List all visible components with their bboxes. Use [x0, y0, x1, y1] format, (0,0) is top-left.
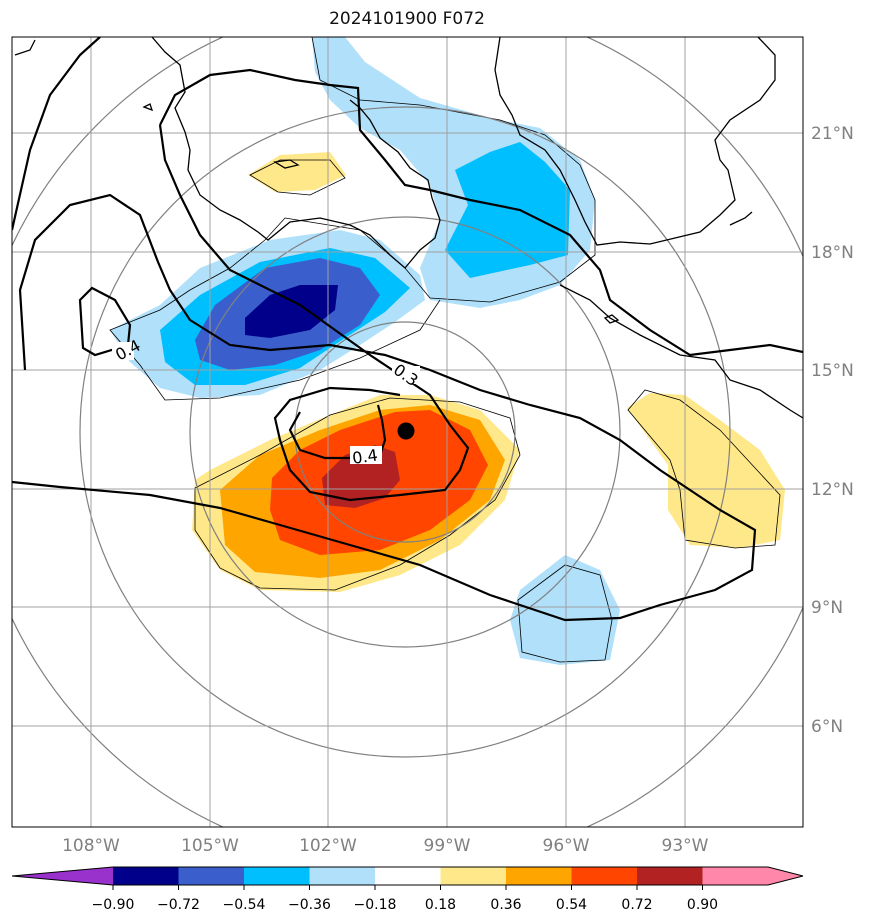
colorbar-ticks — [112, 885, 703, 890]
latitude-labels: 21°N 18°N 15°N 12°N 9°N 6°N — [811, 124, 854, 737]
shaded-field — [110, 37, 785, 665]
longitude-labels: 108°W 105°W 102°W 99°W 96°W 93°W — [62, 836, 709, 856]
lat-label-9n: 9°N — [811, 598, 843, 618]
lon-label-93w: 93°W — [662, 836, 709, 856]
contour-north-loop — [159, 68, 803, 357]
shade-mid-blue-north — [445, 142, 570, 278]
contour-label-bg-1 — [112, 342, 134, 360]
coastlines — [14, 37, 803, 419]
colorbar-segment-8 — [571, 867, 637, 885]
colorbar-segment-2 — [178, 867, 244, 885]
colorbar-label-0: −0.90 — [92, 897, 135, 913]
coast-yucatan-east — [729, 211, 753, 226]
colorbar-label-2: −0.54 — [223, 897, 266, 913]
colorbar-segment-3 — [244, 867, 310, 885]
colorbar-segment-1 — [113, 867, 179, 885]
contour-0-3 — [158, 124, 470, 502]
coast-tiny — [142, 103, 154, 112]
lon-label-108w: 108°W — [62, 836, 120, 856]
storm-center-marker — [397, 422, 415, 440]
colorbar-segment-6 — [440, 867, 506, 885]
coast-central-america — [559, 284, 803, 419]
lat-label-18n: 18°N — [811, 243, 854, 263]
contour-label-bg-3 — [350, 446, 382, 464]
colorbar-label-8: 0.72 — [621, 897, 652, 913]
contour-label-inner: 0.4 — [351, 445, 379, 467]
coast-small-island — [603, 314, 620, 324]
thin-contour-south — [517, 564, 613, 663]
colorbar-label-4: −0.18 — [354, 897, 397, 913]
colorbar: −0.90 −0.72 −0.54 −0.36 −0.18 0.18 0.36 … — [11, 866, 804, 913]
range-ring-2 — [189, 216, 621, 648]
coast-pacific-mexico — [151, 37, 441, 269]
colorbar-label-7: 0.54 — [556, 897, 587, 913]
lat-label-15n: 15°N — [811, 361, 854, 381]
range-ring-3 — [79, 106, 731, 758]
lon-label-96w: 96°W — [543, 836, 590, 856]
thin-contour-yellow-north — [249, 159, 346, 196]
colorbar-label-5: 0.18 — [425, 897, 456, 913]
contour-west-big — [12, 37, 101, 231]
colorbar-label-9: 0.90 — [687, 897, 718, 913]
coast-gulf-mexico — [494, 37, 776, 246]
lon-label-99w: 99°W — [424, 836, 471, 856]
contour-0-4-west — [12, 193, 757, 622]
coast-small-north — [273, 159, 300, 169]
colorbar-segment-9 — [637, 867, 703, 885]
colorbar-segment-5 — [375, 867, 441, 885]
lat-label-12n: 12°N — [811, 480, 854, 500]
shade-navy — [245, 285, 338, 338]
shade-yellow-east — [627, 393, 785, 548]
colorbar-segment-10 — [702, 867, 768, 885]
colorbar-segment-4 — [309, 867, 375, 885]
map-frame — [11, 36, 804, 828]
colorbar-label-3: −0.36 — [288, 897, 331, 913]
lat-label-6n: 6°N — [811, 717, 843, 737]
thin-contour-central — [194, 397, 521, 591]
colorbar-segment-7 — [506, 867, 572, 885]
lon-label-105w: 105°W — [181, 836, 239, 856]
coast-west-mexico — [14, 39, 36, 56]
lat-label-21n: 21°N — [811, 124, 854, 144]
colorbar-label-1: −0.72 — [157, 897, 200, 913]
colorbar-segment-0 — [12, 867, 113, 885]
contour-label-bg-2 — [392, 366, 420, 384]
shade-light-blue-south — [510, 555, 620, 665]
range-rings — [12, 37, 803, 827]
shade-yellow-north — [248, 152, 346, 192]
colorbar-segment-11 — [768, 867, 803, 885]
range-ring-1 — [294, 321, 516, 543]
lon-label-102w: 102°W — [299, 836, 357, 856]
colorbar-label-6: 0.36 — [490, 897, 521, 913]
contour-west-inner — [78, 286, 132, 357]
thick-contours — [12, 37, 803, 622]
map-title: 2024101900 F072 — [329, 9, 485, 29]
